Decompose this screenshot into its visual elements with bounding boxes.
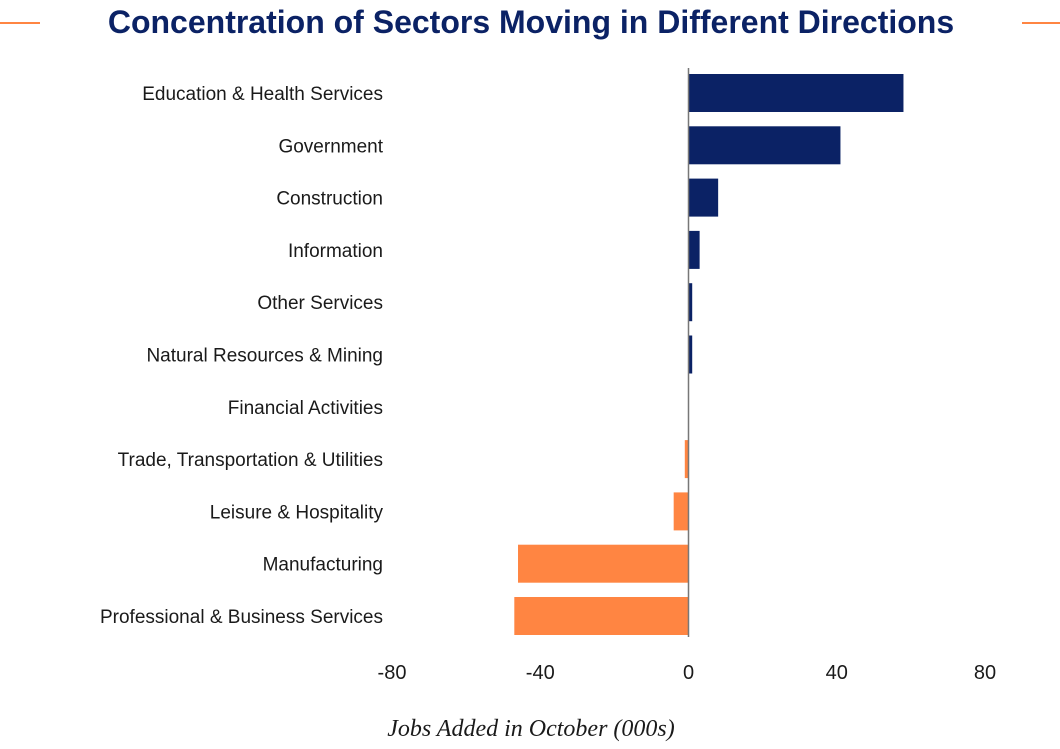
bar-leisure-and-hospitality bbox=[673, 492, 689, 531]
category-label-education-and-health-services: Education & Health Services bbox=[142, 84, 383, 105]
category-label-financial-activities: Financial Activities bbox=[228, 398, 383, 419]
x-tick-label: -40 bbox=[526, 662, 555, 684]
bars-group bbox=[514, 74, 904, 635]
title-rule-left bbox=[0, 22, 40, 24]
x-axis-label: Jobs Added in October (000s) bbox=[387, 716, 675, 742]
bar-trade-transportation-and-utilities bbox=[684, 440, 689, 479]
category-label-professional-and-business-services: Professional & Business Services bbox=[100, 607, 383, 628]
category-label-other-services: Other Services bbox=[257, 293, 383, 314]
bar-manufacturing bbox=[518, 544, 689, 583]
category-labels-group: Education & Health Services Government Con… bbox=[100, 84, 384, 628]
category-label-trade-transportation-and-utilities: Trade, Transportation & Utilities bbox=[118, 450, 383, 471]
bar-professional-and-business-services bbox=[514, 597, 689, 635]
bar-information bbox=[688, 230, 700, 269]
chart-title: Concentration of Sectors Moving in Diffe… bbox=[107, 4, 955, 40]
category-label-construction: Construction bbox=[276, 189, 383, 210]
x-tick-label: 0 bbox=[683, 662, 694, 684]
bar-natural-resources-and-mining bbox=[688, 335, 693, 374]
x-tick-label: -80 bbox=[378, 662, 407, 684]
title-rule-right bbox=[1022, 22, 1060, 24]
category-label-government: Government bbox=[278, 136, 383, 157]
category-label-information: Information bbox=[288, 241, 383, 262]
x-tick-label: 40 bbox=[826, 662, 848, 684]
x-tick-labels-group: -80 -40 0 40 80 bbox=[378, 662, 997, 684]
x-tick-label: 80 bbox=[974, 662, 996, 684]
chart-header: Concentration of Sectors Moving in Diffe… bbox=[0, 0, 1060, 44]
category-label-manufacturing: Manufacturing bbox=[263, 555, 383, 576]
category-label-leisure-and-hospitality: Leisure & Hospitality bbox=[210, 502, 384, 523]
bar-education-and-health-services bbox=[688, 74, 904, 112]
bar-construction bbox=[688, 178, 719, 217]
category-label-natural-resources-and-mining: Natural Resources & Mining bbox=[146, 346, 383, 367]
bar-government bbox=[688, 126, 841, 165]
bar-other-services bbox=[688, 283, 693, 322]
